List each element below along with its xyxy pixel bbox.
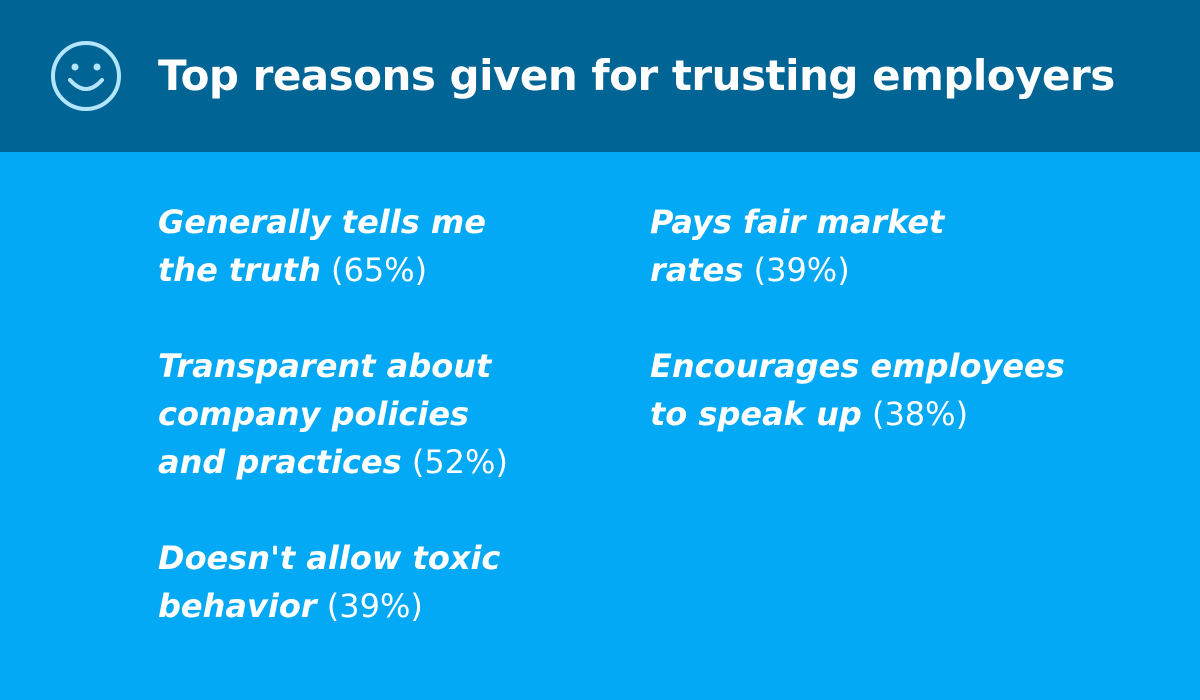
reason-text-line: to speak up — [650, 395, 862, 433]
reasons-column-right: Pays fair market rates (39%) Encourages … — [650, 198, 1170, 486]
reason-text-line: Transparent about — [158, 347, 492, 385]
reasons-column-left: Generally tells me the truth (65%) Trans… — [158, 198, 578, 678]
smiley-face-icon — [51, 41, 121, 111]
reason-text-line: Generally tells me — [158, 203, 486, 241]
reason-percentage: (38%) — [871, 395, 969, 433]
reason-item: Pays fair market rates (39%) — [650, 198, 1170, 294]
reason-item: Encourages employees to speak up (38%) — [650, 342, 1170, 438]
reason-text-line: the truth — [158, 251, 321, 289]
reason-text-line: Encourages employees — [650, 347, 1065, 385]
reason-item: Doesn't allow toxic behavior (39%) — [158, 534, 578, 630]
page-title: Top reasons given for trusting employers — [158, 51, 1115, 100]
reason-text-line: company policies — [158, 395, 470, 433]
reason-text-line: Pays fair market — [650, 203, 945, 241]
header-banner: Top reasons given for trusting employers — [0, 0, 1200, 152]
reason-text-line: Doesn't allow toxic — [158, 539, 501, 577]
reason-percentage: (65%) — [331, 251, 428, 289]
reason-percentage: (39%) — [753, 251, 850, 289]
reason-percentage: (52%) — [411, 443, 508, 481]
reason-percentage: (39%) — [326, 587, 423, 625]
reason-text-line: and practices — [158, 443, 402, 481]
reason-item: Generally tells me the truth (65%) — [158, 198, 578, 294]
reason-text-line: behavior — [158, 587, 317, 625]
reason-text-line: rates — [650, 251, 744, 289]
reason-item: Transparent about company policies and p… — [158, 342, 578, 486]
